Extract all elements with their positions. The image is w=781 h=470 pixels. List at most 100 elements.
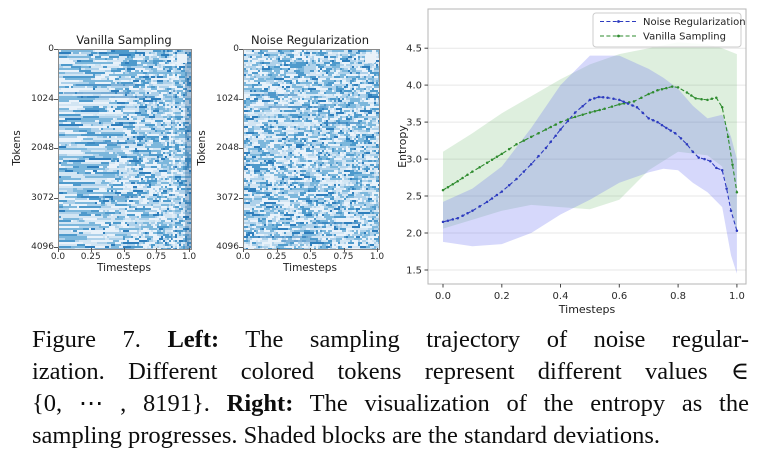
tick-mark [123,248,125,252]
heatmap-xtick: 0.5 [116,252,131,262]
legend-marker-vanilla-sampling [617,34,620,38]
vanilla-sampling-point [603,107,606,111]
noise-regularization-point [697,156,700,159]
heatmap-xtick: 0.25 [266,252,287,262]
heatmap-xtick: 0.75 [333,252,354,262]
tick-mark [54,49,58,50]
vanilla-sampling-point [588,111,592,114]
vanilla-sampling-point [478,165,481,169]
heatmap-title-noise-regularization: Noise Regularization [251,33,369,47]
heatmap-ytick: 1024 [216,93,239,104]
heatmap-xtick: 0.0 [235,252,251,262]
heatmap-ytick: 1024 [31,93,54,104]
entropy-chart: 0.0 0.2 0.4 0.6 0.8 1.0 1.5 2.0 2.5 3.0 3.5 4.0 4.5 T… [396,8,747,316]
vanilla-sampling-point [598,108,601,112]
vanilla-sampling-point [640,96,643,99]
noise-regularization-point [588,98,592,102]
noise-regularization-point [451,218,455,221]
tick-mark [54,247,58,248]
tick-mark [310,248,311,252]
vanilla-sampling-point [471,170,474,173]
heatmap-title-vanilla-sampling: Vanilla Sampling [76,33,172,47]
noise-regularization-band [443,55,737,274]
tick-mark [90,248,92,252]
tick-mark [243,248,244,252]
noise-regularization-point [566,119,570,123]
caption-line: Figure 7. Left: The sampling trajectory … [32,324,749,356]
vanilla-sampling-point [720,106,724,109]
x-tick-label: 0.4 [553,291,569,302]
vanilla-sampling-point [522,139,526,142]
vanilla-sampling-point [507,147,511,151]
heatmap-vanilla-sampling [58,49,192,250]
tick-mark [239,49,243,50]
noise-regularization-point [709,160,712,163]
vanilla-sampling-point [593,110,597,113]
figure-caption: Figure 7. Left: The sampling trajectory … [32,324,749,452]
noise-regularization-point [660,123,664,127]
vanilla-sampling-point [529,135,533,139]
heatmap-xtick: 1.0 [369,252,385,262]
tick-mark [239,148,243,149]
noise-regularization-point [720,168,724,172]
x-tick-label: 0.0 [435,291,451,302]
vanilla-sampling-point [618,103,621,106]
vanilla-sampling-point [660,87,664,91]
heatmap-ytick: 4096 [216,242,239,252]
noise-regularization-point [478,205,481,208]
noise-regularization-point [471,209,474,213]
caption-text-segment: Figure 7. [32,326,168,353]
x-tick-label: 0.2 [494,291,510,302]
vanilla-sampling-point [544,128,548,131]
x-tick-label: 1.0 [729,291,745,302]
noise-regularization-point [554,134,557,137]
tick-mark [189,248,190,252]
caption-text-segment: {0, ⋯ , 8191}. [32,390,227,417]
vanilla-sampling-point [495,155,499,159]
noise-regularization-point [647,117,650,120]
heatmap-ytick: 2048 [31,143,54,153]
tokens-ylabel-noise: Tokens [196,130,208,166]
heatmap-xtick: 0.5 [302,252,318,262]
vanilla-sampling-point [670,85,674,88]
noise-regularization-point [490,197,494,200]
noise-regularization-point [446,219,450,222]
noise-regularization-point [461,214,464,217]
y-tick-label: 2.0 [406,229,422,240]
caption-line: sampling progresses. Shaded blocks are t… [32,420,749,452]
heatmap-ytick: 0 [48,44,54,54]
tick-mark [276,248,278,252]
vanilla-sampling-point [665,86,668,90]
vanilla-sampling-point [690,94,693,97]
heatmap-xtick: 0.25 [80,252,101,262]
x-tick-label: 0.6 [611,291,627,302]
noise-regularization-point [673,131,677,135]
caption-text-segment: The visualization of the entropy as the [293,390,749,417]
noise-regularization-point [522,170,526,173]
caption-bold-segment: Left: [167,326,220,353]
noise-regularization-point [507,184,511,187]
noise-regularization-point [725,187,728,190]
vanilla-sampling-point [446,185,450,189]
noise-regularization-point [441,220,445,224]
vanilla-sampling-point [537,131,540,135]
vanilla-sampling-point [456,179,459,183]
vanilla-sampling-point [515,143,518,146]
heatmap-ytick: 4096 [31,242,54,252]
noise-regularization-point [631,104,634,107]
noise-regularization-point [715,166,718,170]
vanilla-sampling-point [559,120,562,124]
vanilla-sampling-point [706,98,709,102]
tick-mark [156,248,158,252]
heatmap-noise-regularization [243,49,380,250]
noise-regularization-point [593,97,596,100]
heatmap-xtick: 0.0 [50,252,66,262]
vanilla-sampling-point [549,125,553,129]
caption-text-segment: The sampling trajectory of noise regular… [219,326,749,353]
heatmap-ytick: 0 [233,44,239,54]
noise-regularization-point [456,216,459,220]
vanilla-sampling-point [647,92,650,96]
caption-line: ization. Different colored tokens repres… [32,356,749,388]
vanilla-sampling-point [451,182,455,186]
